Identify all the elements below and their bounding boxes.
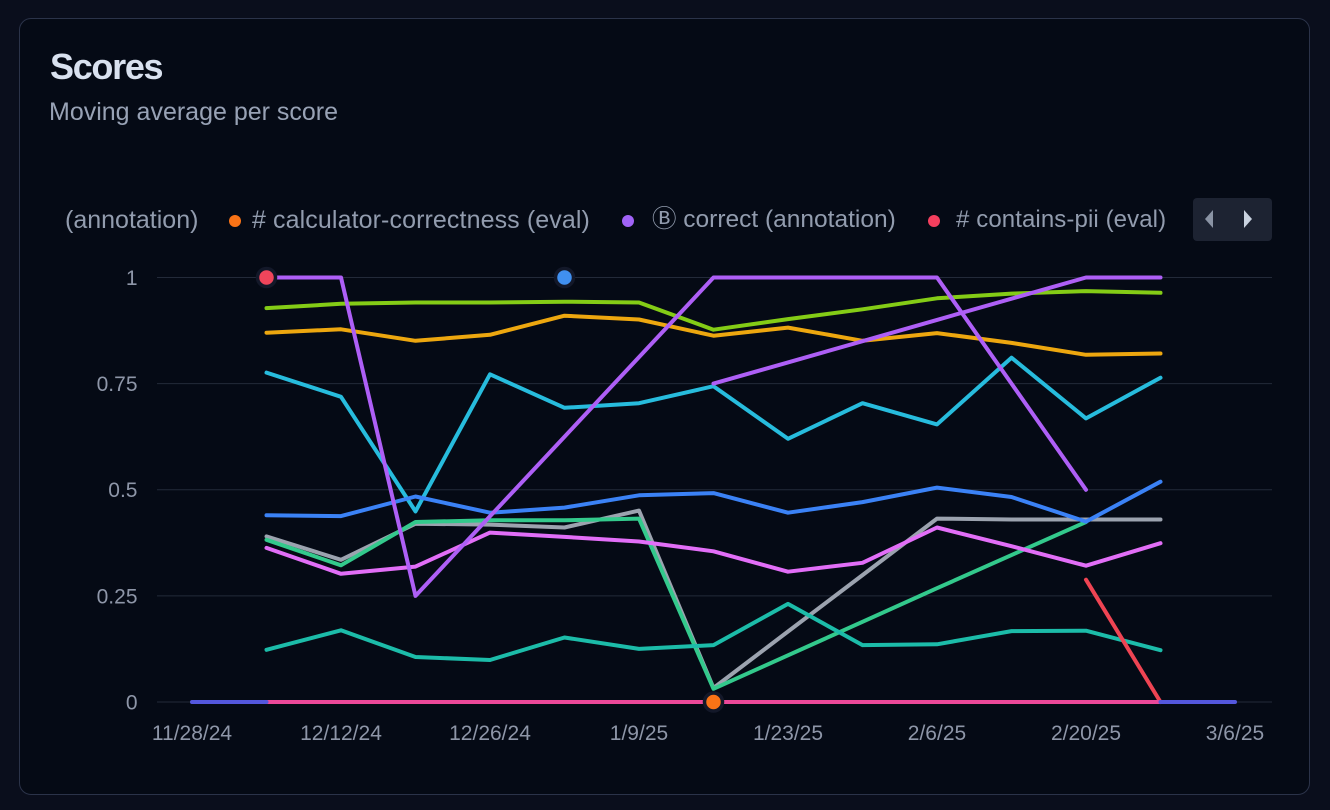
svg-text:11/28/24: 11/28/24	[152, 722, 233, 745]
svg-text:1/9/25: 1/9/25	[610, 722, 668, 745]
svg-text:1: 1	[126, 267, 138, 290]
svg-text:3/6/25: 3/6/25	[1206, 722, 1264, 745]
svg-text:12/26/24: 12/26/24	[449, 722, 531, 745]
svg-text:0.75: 0.75	[97, 373, 138, 396]
svg-text:1/23/25: 1/23/25	[753, 722, 823, 745]
svg-text:0.5: 0.5	[108, 479, 137, 502]
svg-text:2/6/25: 2/6/25	[908, 722, 966, 745]
svg-text:2/20/25: 2/20/25	[1051, 722, 1121, 745]
svg-text:0: 0	[126, 691, 138, 714]
svg-text:0.25: 0.25	[97, 585, 138, 608]
svg-text:12/12/24: 12/12/24	[300, 722, 382, 745]
